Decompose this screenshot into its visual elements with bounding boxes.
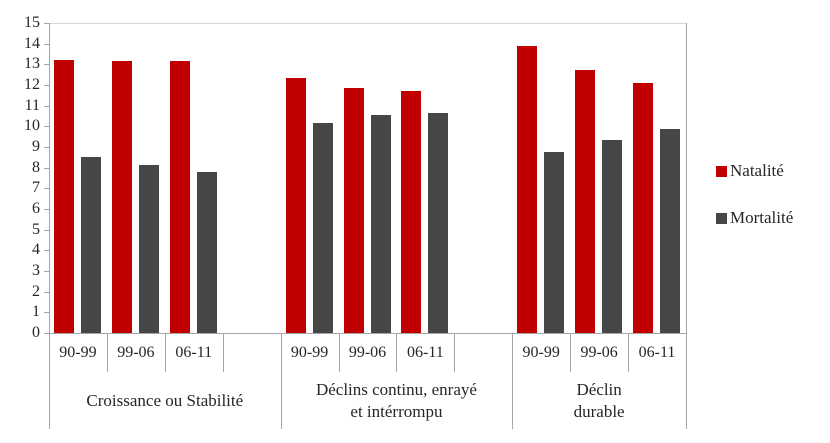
y-tick-mark (44, 147, 49, 148)
period-label: 99-06 (348, 344, 387, 361)
x-axis-line (49, 333, 687, 334)
group-label-line: Croissance ou Stabilité (86, 390, 244, 410)
natalite-bar (401, 91, 422, 333)
y-tick-mark (44, 209, 49, 210)
plot-area (49, 23, 686, 333)
group-divider (280, 333, 282, 429)
period-divider (338, 333, 340, 372)
mortalite-bar (660, 129, 681, 333)
mortalite-bar (544, 152, 565, 333)
group-label-line: Déclins continu, enrayé (315, 379, 477, 399)
y-tick-label: 10 (24, 117, 40, 135)
legend-label-natalite: Natalité (730, 161, 784, 180)
y-tick-mark (44, 167, 49, 169)
natalite-bar (54, 60, 74, 333)
y-tick-label: 2 (32, 282, 40, 300)
y-tick-label: 15 (24, 14, 40, 31)
y-tick-mark (44, 64, 49, 66)
group-divider (512, 333, 514, 429)
period-label: 90-99 (290, 344, 329, 361)
y-tick-label: 5 (32, 220, 40, 238)
y-tick-label: 0 (32, 324, 40, 341)
group-label-line: et intérrompu (350, 401, 443, 421)
mortalite-bar (81, 157, 101, 333)
group-label: Déclins continu, enrayé et intérrompu (281, 372, 513, 429)
mortalite-swatch-icon (716, 212, 727, 224)
natalite-bar (285, 77, 306, 333)
y-tick-mark (44, 229, 49, 231)
period-label: 90-99 (59, 344, 97, 361)
period-label: 99-06 (117, 344, 155, 361)
y-tick-label: 6 (32, 200, 40, 217)
natalite-bar (633, 82, 654, 333)
period-divider (222, 333, 224, 372)
period-label: 90-99 (522, 344, 560, 361)
y-tick-label: 11 (24, 96, 40, 114)
period-label: 06-11 (407, 344, 444, 361)
period-label: 06-11 (175, 344, 213, 361)
group-label-line: Déclin (576, 379, 622, 399)
period-label: 99-06 (580, 344, 618, 361)
y-tick-mark (44, 333, 49, 334)
legend: Natalité Mortalité (716, 161, 793, 228)
legend-item-mortalite: Mortalité (716, 208, 793, 228)
natalite-bar (575, 69, 596, 333)
period-divider (106, 333, 108, 372)
mortalite-bar (370, 114, 391, 333)
period-label: 06-11 (638, 344, 676, 361)
legend-label-mortalite: Mortalité (730, 208, 794, 227)
period-divider (628, 333, 630, 372)
y-tick-mark (44, 85, 49, 86)
legend-item-natalite: Natalité (716, 161, 793, 181)
period-divider (164, 333, 166, 372)
natalite-bar (517, 45, 538, 333)
natalite-bar (169, 61, 190, 333)
y-tick-mark (44, 250, 49, 252)
period-divider (570, 333, 572, 372)
y-tick-mark (44, 126, 49, 128)
mortalite-bar (428, 112, 449, 333)
mortalite-bar (138, 164, 159, 333)
y-tick-mark (44, 43, 49, 45)
y-tick-label: 13 (24, 55, 40, 73)
y-tick-mark (44, 271, 49, 272)
natalite-bar (111, 61, 132, 333)
y-tick-mark (44, 312, 49, 314)
mortalite-bar (196, 171, 217, 333)
y-tick-label: 9 (32, 138, 40, 155)
y-tick-label: 14 (24, 34, 40, 52)
y-tick-label: 8 (32, 158, 40, 176)
y-tick-mark (44, 291, 49, 293)
period-divider (396, 333, 398, 372)
mortalite-bar (602, 139, 623, 333)
y-tick-mark (44, 23, 49, 24)
y-tick-mark (44, 188, 49, 190)
group-label-line: durable (573, 401, 625, 421)
y-tick-mark (44, 105, 49, 107)
y-axis-line (49, 23, 50, 429)
plot-right-border (686, 23, 687, 429)
y-tick-label: 7 (32, 179, 40, 197)
mortalite-bar (312, 123, 333, 333)
y-tick-label: 3 (32, 262, 40, 279)
period-divider (454, 333, 456, 372)
y-tick-label: 1 (32, 303, 40, 321)
y-tick-label: 4 (32, 241, 40, 259)
natalite-swatch-icon (716, 165, 727, 177)
y-tick-label: 12 (24, 76, 40, 93)
group-label: Déclin durable (512, 372, 686, 429)
group-label: Croissance ou Stabilité (49, 372, 281, 429)
natalite-bar (343, 88, 364, 333)
